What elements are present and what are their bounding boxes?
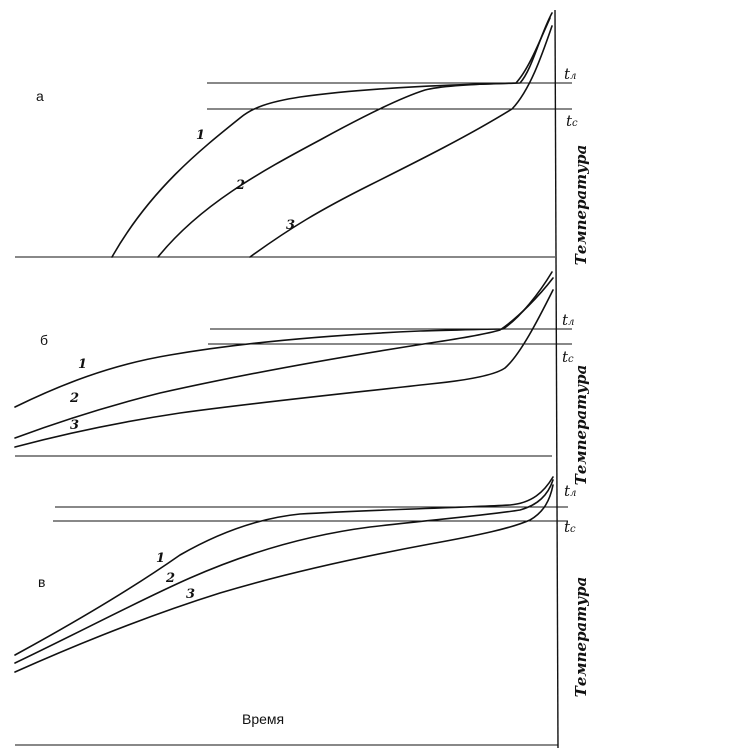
panel-b-liquidus-base: t	[562, 311, 569, 329]
panel-a: а tл tс 1 2 3 Температура	[36, 12, 590, 266]
panel-b-curve-2-label: 2	[69, 391, 79, 406]
panel-a-liquidus-label: tл	[564, 65, 576, 83]
panel-b-solidus-sub: с	[568, 354, 574, 365]
panel-b-solidus-base: t	[562, 348, 569, 366]
panel-b-solidus-label: tс	[562, 348, 574, 366]
vertical-axis	[554, 9, 559, 749]
panel-b-ylabel: Температура	[572, 365, 590, 486]
panel-b-curve-1	[14, 271, 553, 408]
panel-c-curve-2-label: 2	[165, 571, 175, 586]
panel-c: в tл tс 1 2 3 Температура	[14, 476, 590, 698]
x-axis-label: Время	[242, 711, 284, 727]
panel-c-label: в	[38, 574, 45, 590]
panel-a-label: а	[36, 88, 44, 104]
panel-a-curve-2	[157, 17, 551, 258]
panel-c-curve-1	[14, 476, 554, 656]
panel-c-liquidus-label: tл	[564, 482, 576, 500]
panel-b-liquidus-label: tл	[562, 311, 574, 329]
panel-b-curve-3-label: 3	[70, 418, 79, 433]
panel-c-curve-2	[14, 479, 554, 664]
panel-a-liquidus-base: t	[564, 65, 571, 83]
panel-c-curve-3-label: 3	[186, 587, 195, 602]
panel-a-liquidus-sub: л	[570, 71, 576, 82]
panel-b-liquidus-sub: л	[568, 317, 574, 328]
panel-c-solidus-label: tс	[564, 518, 576, 536]
panel-c-solidus-base: t	[564, 518, 571, 536]
panel-c-curve-1-label: 1	[156, 551, 165, 566]
panel-c-ylabel: Температура	[572, 577, 590, 698]
panel-b-label: б	[40, 332, 48, 348]
panel-a-curve-1	[111, 12, 553, 258]
panel-b-curve-2	[14, 277, 554, 439]
panel-a-curve-1-label: 1	[196, 128, 205, 143]
panel-a-curve-3-label: 3	[286, 218, 295, 233]
panel-c-liquidus-sub: л	[570, 488, 576, 499]
panel-a-curve-3	[249, 25, 553, 258]
panel-a-solidus-label: tс	[566, 112, 578, 130]
panel-b-curve-1-label: 1	[78, 357, 87, 372]
panel-c-curve-3	[14, 484, 554, 673]
panel-a-solidus-base: t	[566, 112, 573, 130]
panel-c-solidus-sub: с	[570, 524, 576, 535]
panel-a-ylabel: Температура	[572, 145, 590, 266]
panel-b-curve-3	[14, 289, 554, 448]
panel-c-liquidus-base: t	[564, 482, 571, 500]
panel-a-solidus-sub: с	[572, 118, 578, 129]
panel-a-curve-2-label: 2	[235, 178, 245, 193]
panel-b: б tл tс 1 2 3 Температура	[14, 271, 590, 486]
